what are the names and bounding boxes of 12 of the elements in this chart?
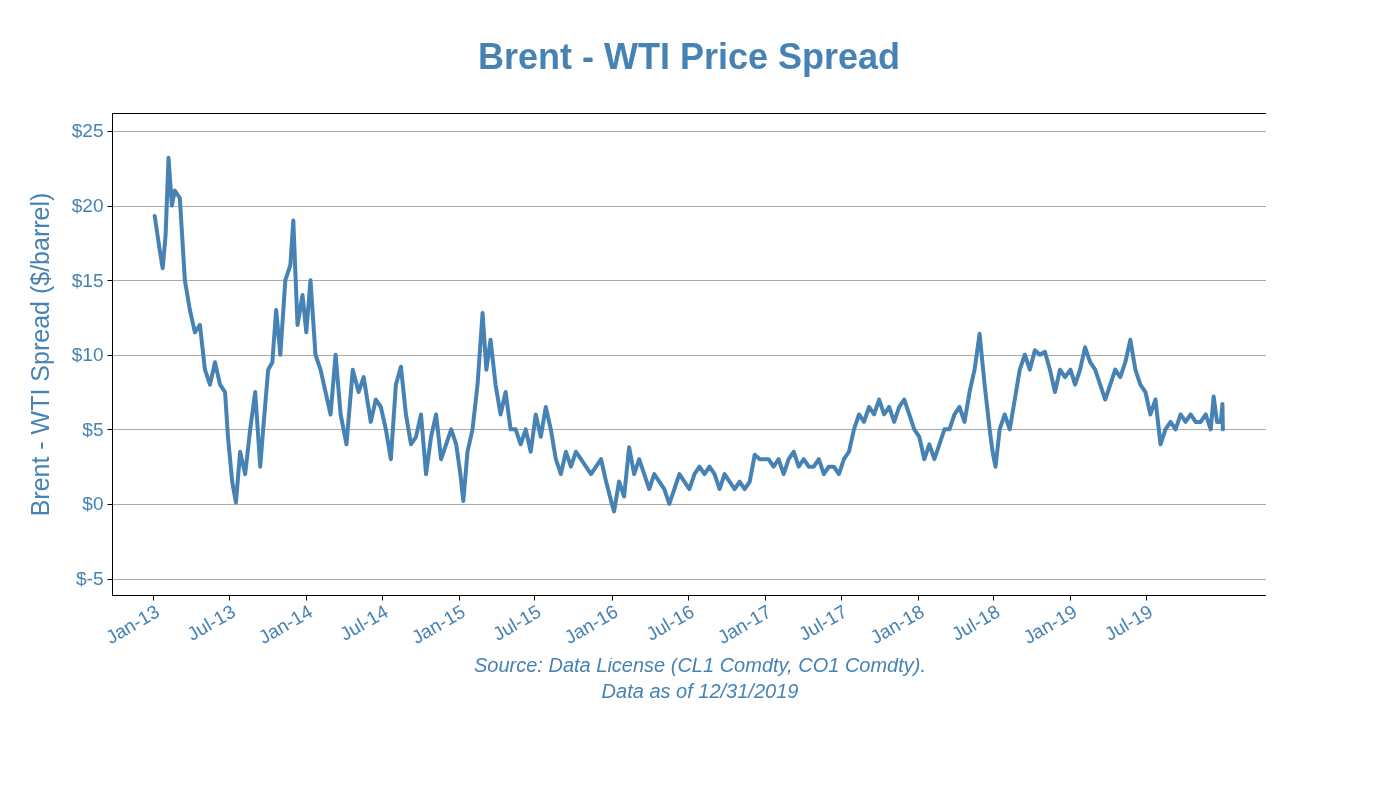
- source-note: Source: Data License (CL1 Comdty, CO1 Comdty).: [473, 653, 927, 678]
- y-tick-label: $15: [71, 269, 104, 291]
- y-tick-label: $10: [71, 344, 104, 366]
- y-tick-label: $25: [71, 120, 104, 142]
- y-tick-label: $-5: [76, 568, 104, 590]
- y-tick-label: $20: [71, 195, 104, 217]
- line-series: [152, 155, 1225, 514]
- y-axis-title: Brent - WTI Spread ($/barrel): [25, 192, 54, 517]
- text: Data as of 12/31/2019: [600, 679, 800, 704]
- chart-title: Brent - WTI Price Spread: [477, 36, 901, 77]
- y-tick-label: $5: [82, 418, 104, 440]
- y-tick-label: $0: [82, 493, 104, 515]
